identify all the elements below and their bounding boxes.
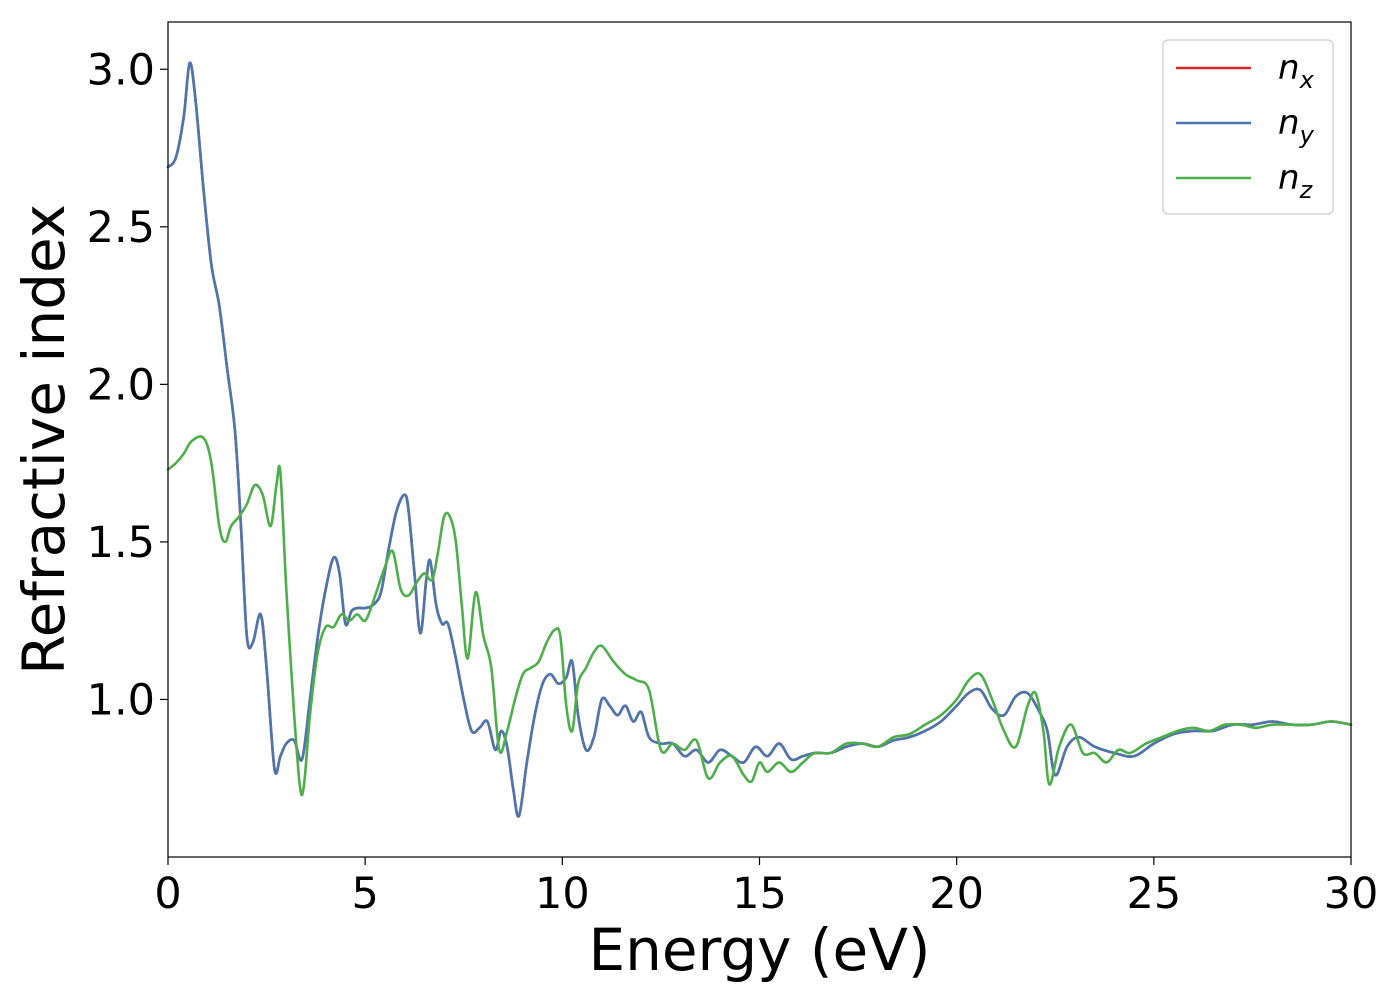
x-tick-label: 5	[351, 869, 378, 919]
x-tick-label: 0	[154, 869, 181, 919]
y-tick-label: 1.0	[87, 675, 155, 725]
x-axis-title: Energy (eV)	[588, 916, 930, 984]
x-tick-label: 15	[732, 869, 787, 919]
y-tick-label: 1.5	[87, 518, 155, 568]
x-tick-label: 30	[1324, 869, 1379, 919]
series-line-nz	[166, 435, 1353, 797]
legend-label-nx: nx	[1278, 48, 1315, 94]
y-axis-ticks: 1.0 1.5 2.0 2.5 3.0	[87, 45, 168, 725]
x-tick-label: 25	[1126, 869, 1181, 919]
y-axis-title: Refractive index	[10, 204, 78, 675]
x-axis-ticks: 0 5 10 15 20 25 30	[154, 857, 1378, 919]
y-tick-label: 3.0	[87, 45, 155, 95]
y-tick-label: 2.0	[87, 360, 155, 410]
y-tick-label: 2.5	[87, 203, 155, 253]
legend-box	[1162, 39, 1334, 215]
legend: nx ny nz	[1162, 39, 1334, 215]
legend-label-nz: nz	[1278, 158, 1314, 204]
x-tick-label: 20	[929, 869, 984, 919]
x-tick-label: 10	[535, 869, 590, 919]
plot-area	[168, 22, 1351, 857]
series-layer	[166, 61, 1353, 818]
legend-label-ny: ny	[1278, 103, 1315, 149]
